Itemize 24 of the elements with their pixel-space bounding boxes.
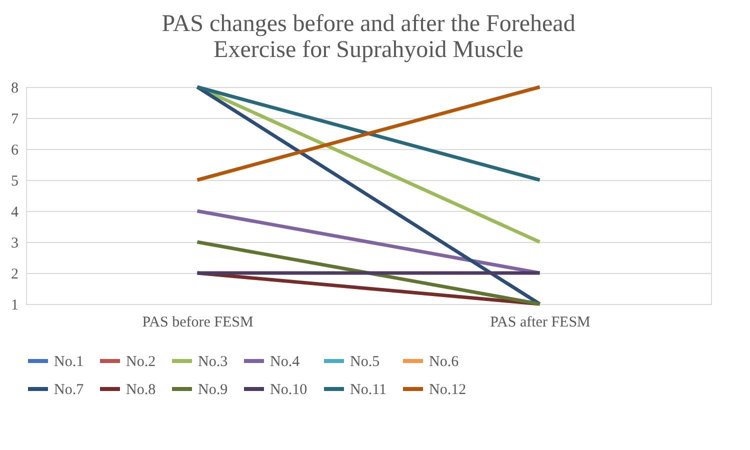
text: PAS changes before and after the Forehead bbox=[162, 11, 576, 37]
legend-label: No.1 bbox=[54, 354, 84, 370]
legend-label: No.7 bbox=[54, 382, 84, 398]
y-tick-label: 3 bbox=[11, 236, 18, 252]
legend-label: No.11 bbox=[350, 382, 387, 398]
legend-label: No.6 bbox=[429, 354, 460, 370]
y-tick-label: 7 bbox=[11, 112, 19, 128]
legend-label: No.12 bbox=[429, 382, 466, 398]
y-tick-label: 6 bbox=[11, 142, 19, 158]
x-tick-label: PAS before FESM bbox=[142, 314, 254, 330]
legend-label: No.8 bbox=[126, 382, 156, 398]
legend-label: No.4 bbox=[270, 354, 300, 370]
y-tick-label: 8 bbox=[11, 80, 18, 96]
y-tick-label: 4 bbox=[11, 204, 19, 220]
legend-label: No.2 bbox=[126, 354, 156, 370]
x-tick-label: PAS after FESM bbox=[490, 314, 590, 330]
text: Exercise for Suprahyoid Muscle bbox=[214, 37, 524, 63]
legend-label: No.10 bbox=[270, 382, 308, 398]
y-tick-label: 2 bbox=[11, 266, 18, 282]
y-tick-label: 1 bbox=[11, 298, 18, 314]
legend-label: No.9 bbox=[198, 382, 228, 398]
y-tick-label: 5 bbox=[11, 174, 18, 190]
legend-label: No.5 bbox=[350, 354, 380, 370]
legend-label: No.3 bbox=[198, 354, 228, 370]
